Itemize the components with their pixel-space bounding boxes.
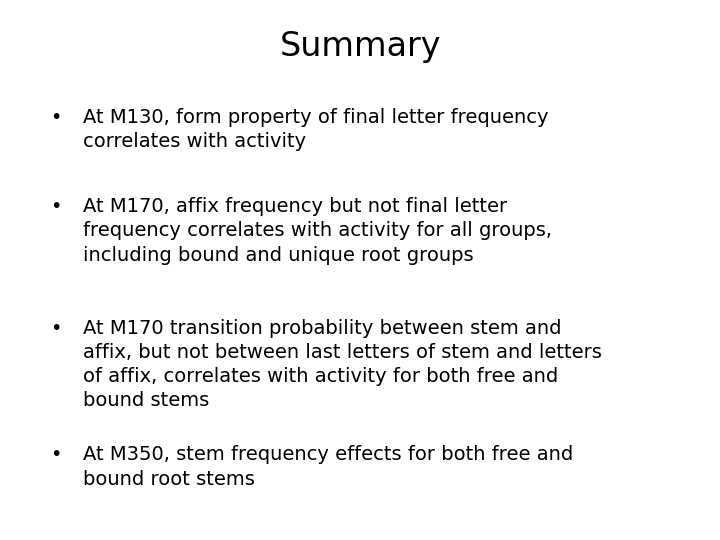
Text: At M350, stem frequency effects for both free and
bound root stems: At M350, stem frequency effects for both… <box>83 446 573 489</box>
Text: •: • <box>50 197 62 216</box>
Text: •: • <box>50 446 62 464</box>
Text: At M170, affix frequency but not final letter
frequency correlates with activity: At M170, affix frequency but not final l… <box>83 197 552 265</box>
Text: At M170 transition probability between stem and
affix, but not between last lett: At M170 transition probability between s… <box>83 319 602 410</box>
Text: At M130, form property of final letter frequency
correlates with activity: At M130, form property of final letter f… <box>83 108 549 151</box>
Text: •: • <box>50 319 62 338</box>
Text: •: • <box>50 108 62 127</box>
Text: Summary: Summary <box>279 30 441 63</box>
